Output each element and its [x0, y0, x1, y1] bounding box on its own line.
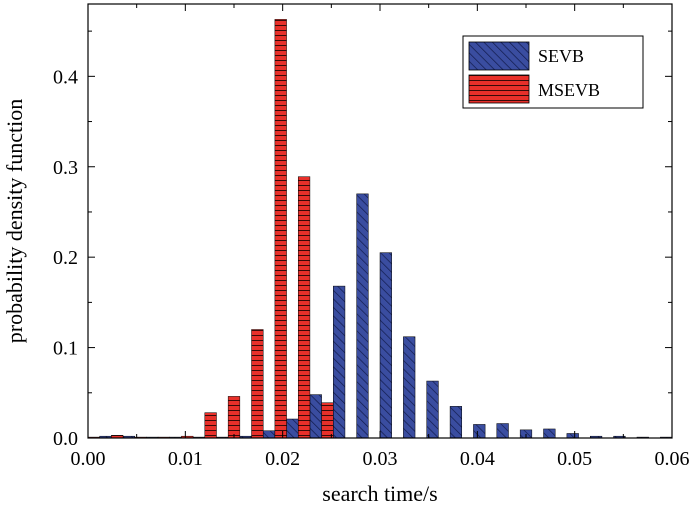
x-tick-label-5: 0.05: [557, 448, 592, 470]
bar-sevb-20: [566, 433, 579, 439]
bar-sevb-16: [473, 424, 486, 439]
y-tick-label-0: 0.0: [53, 428, 78, 450]
bar-sevb-14: [426, 380, 439, 439]
x-tick-label-3: 0.03: [363, 448, 398, 470]
plot-frame: [87, 3, 673, 439]
bar-sevb-10: [333, 285, 346, 439]
legend-swatch-sevb: [468, 41, 530, 71]
y-axis-title: probability density function: [2, 99, 27, 343]
x-tick-label-0: 0.00: [71, 448, 106, 470]
y-tick-label-3: 0.3: [53, 157, 78, 179]
bar-sevb-19: [543, 428, 556, 439]
y-tick-label-2: 0.2: [53, 247, 78, 269]
x-tick-label-6: 0.06: [655, 448, 690, 470]
bar-sevb-11: [356, 193, 369, 439]
bar-msevb-8: [274, 19, 287, 439]
bar-sevb-9: [309, 394, 322, 439]
bar-sevb-17: [496, 423, 509, 439]
ticks-layer: 0.00 0.01 0.02 0.03 0.04 0.05 0.06 0.0 0.1 0.2 0.3…: [53, 4, 690, 470]
legend-label-msevb: MSEVB: [538, 80, 600, 100]
bar-sevb-12: [379, 252, 392, 439]
x-tick-label-1: 0.01: [168, 448, 203, 470]
bar-msevb-5: [204, 412, 217, 439]
x-tick-label-4: 0.04: [460, 448, 495, 470]
bar-sevb-15: [449, 406, 463, 439]
bar-msevb-7: [251, 329, 264, 439]
bar-msevb-10: [321, 402, 334, 439]
bar-sevb-13: [403, 336, 416, 439]
x-tick-label-2: 0.02: [265, 448, 300, 470]
legend-label-sevb: SEVB: [538, 46, 584, 66]
y-tick-label-4: 0.4: [53, 66, 78, 88]
x-axis-title: search time/s: [322, 481, 437, 506]
legend: SEVB MSEVB: [462, 35, 644, 109]
bars-layer: [87, 19, 673, 439]
bar-sevb-8: [286, 418, 299, 439]
bar-msevb-9: [297, 176, 311, 439]
y-tick-label-1: 0.1: [53, 338, 78, 360]
bar-sevb-7: [262, 430, 276, 439]
bar-msevb-6: [227, 396, 241, 439]
legend-swatch-msevb: [468, 74, 530, 104]
